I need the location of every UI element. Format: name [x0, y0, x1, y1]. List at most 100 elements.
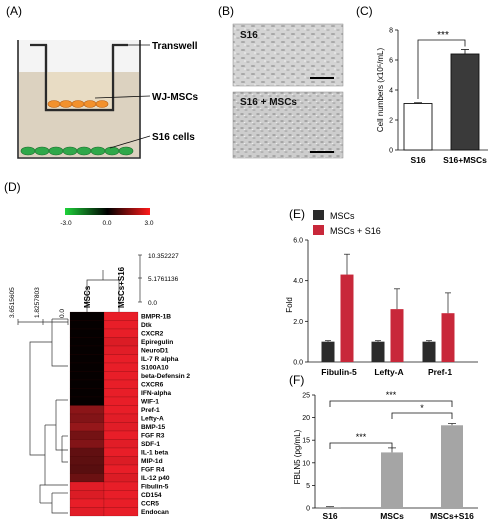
heatmap-cell-pref-1-mscs-s16: [103, 405, 139, 415]
heatmap-row-label-fgf-r4: FGF R4: [141, 467, 165, 474]
heatmap-row-label-ifn-alpha: IFN-alpha: [141, 390, 171, 397]
panel-f-bar-s16: [319, 507, 341, 508]
comparison-s16-vs-mscs-s16: ***: [386, 390, 397, 400]
panel-e-label: (E): [289, 207, 305, 221]
heatmap-cell-neurod1-mscs-s16: [103, 345, 139, 355]
heatmap-cell-il-1-beta-mscs: [69, 447, 105, 457]
panel-c: (C) Cell numbers (x10⁵/mL) *** 0 2 4 6 8 S16 S…: [356, 4, 488, 165]
panel-e-bar-pref-1-mscs-s16: [441, 313, 455, 362]
panel-f-ytick-label-4: 20: [302, 415, 310, 422]
panel-c-significance: ***: [437, 30, 449, 41]
heatmap-row-label-fibulin-5: Fibulin-5: [141, 484, 169, 491]
panel-c-xlabel-s16: S16: [410, 155, 425, 165]
heatmap-cell-dtk-mscs-s16: [103, 320, 139, 330]
heatmap-cell-cd154-mscs: [69, 490, 105, 500]
panel-f-ytick-label-0: 0: [306, 506, 310, 513]
column-tree-scale-min: 0.0: [148, 300, 157, 307]
heatmap-cell-il-7-r-alpha-mscs-s16: [103, 354, 139, 364]
heatmap-row-label-cd154: CD154: [141, 492, 162, 499]
panel-a-label: (A): [6, 4, 22, 18]
heatmap-cell-fgf-r4-mscs: [69, 464, 105, 474]
heatmap-cell-fgf-r3-mscs-s16: [103, 430, 139, 440]
color-scale-mid: 0.0: [102, 220, 111, 227]
heatmap-row-label-cxcr2: CXCR2: [141, 331, 164, 338]
heatmap-cell-endocan-mscs-s16: [103, 507, 139, 517]
heatmap-cell-il-1-beta-mscs-s16: [103, 447, 139, 457]
heatmap-col-label-mscs: MSCs: [83, 285, 92, 308]
legend-swatch-mscs-s16: [313, 225, 324, 235]
panel-e-ylabel: Fold: [285, 297, 294, 313]
heatmap-row-label-s100a10: S100A10: [141, 365, 169, 372]
column-tree-scale-max: 10.352227: [148, 253, 179, 260]
panel-e: (E) Fold MSCs MSCs + S16 0.0 2.0 4.0 6.0 Fib…: [285, 207, 478, 377]
panel-c-bracket: [417, 39, 466, 99]
panel-e-bar-fibulin-5-mscs: [321, 341, 335, 362]
panel-e-xlabel-pref-1: Pref-1: [428, 367, 452, 377]
callout-transwell: Transwell: [152, 41, 198, 52]
heatmap-cell-pref-1-mscs: [69, 405, 105, 415]
heatmap-row-label-pref-1: Pref-1: [141, 407, 160, 414]
panel-e-ytick-label-0: 0.0: [293, 360, 303, 367]
heatmap-cell-sdf-1-mscs-s16: [103, 439, 139, 449]
heatmap-cell-neurod1-mscs: [69, 345, 105, 355]
callout-line-wjmscs: [94, 95, 151, 99]
heatmap-cell-beta-defensin-2-mscs-s16: [103, 371, 139, 381]
column-tree-scale-mid: 5.1761136: [148, 276, 179, 283]
comparison-brackets: [329, 400, 453, 449]
heatmap-row-label-epiregulin: Epiregulin: [141, 339, 173, 346]
heatmap-row-label-fgf-r3: FGF R3: [141, 433, 165, 440]
heatmap-cell-endocan-mscs: [69, 507, 105, 517]
heatmap-cell-wif-1-mscs-s16: [103, 396, 139, 406]
panel-e-ytick-label-1: 2.0: [293, 319, 303, 326]
wj-mscs-cells: [47, 100, 109, 108]
row-tree-scale-mid: 1.8257803: [34, 287, 41, 318]
heatmap-cell-il-12-p40-mscs-s16: [103, 473, 139, 483]
panel-c-xlabel-s16-mscs: S16+MSCs: [443, 155, 487, 165]
panel-c-ytick-label-3: 6: [389, 58, 393, 65]
legend-label-mscs: MSCs: [330, 211, 355, 221]
heatmap-cell-lefty-a-mscs-s16: [103, 413, 139, 423]
heatmap-cell-cxcr2-mscs-s16: [103, 328, 139, 338]
panel-f-ytick-label-1: 5: [306, 483, 310, 490]
legend-swatch-mscs: [313, 210, 324, 220]
panel-e-bar-fibulin-5-mscs-s16: [340, 274, 354, 362]
panel-f-bar-mscs-s16: [441, 425, 463, 508]
panel-f-bar-mscs: [381, 452, 403, 508]
micrograph-s16-mscs: [232, 91, 344, 159]
heatmap-cell-dtk-mscs: [69, 320, 105, 330]
panel-c-bar-s16-mscs: [450, 53, 480, 151]
heatmap-cell-mip-1d-mscs: [69, 456, 105, 466]
column-dendrogram: [86, 254, 142, 312]
heatmap-row-label-dtk: Dtk: [141, 322, 152, 329]
heatmap-cell-ifn-alpha-mscs: [69, 388, 105, 398]
heatmap-row-label-endocan: Endocan: [141, 509, 169, 516]
heatmap-cell-epiregulin-mscs: [69, 337, 105, 347]
heatmap-cell-il-12-p40-mscs: [69, 473, 105, 483]
panel-c-bar-s16: [403, 103, 433, 151]
panel-f-ylabel: FBLN5 (pg/mL): [293, 429, 302, 484]
heatmap-col-label-mscs-s16: MSCs+S16: [117, 266, 126, 308]
panel-f-label: (F): [289, 373, 304, 387]
panel-e-xlabel-lefty-a: Lefty-A: [374, 367, 403, 377]
heatmap-cell-mip-1d-mscs-s16: [103, 456, 139, 466]
heatmap-row-label-bmp-15: BMP-15: [141, 424, 166, 431]
panel-c-label: (C): [356, 4, 373, 18]
heatmap-cell-cd154-mscs-s16: [103, 490, 139, 500]
heatmap-cell-cxcr2-mscs: [69, 328, 105, 338]
panel-e-bar-lefty-a-mscs-s16: [390, 309, 404, 362]
heatmap-cell-wif-1-mscs: [69, 396, 105, 406]
row-dendrogram: [29, 318, 68, 514]
row-tree-scale-min: 0.0: [59, 309, 66, 318]
row-tree-scale-max: 3.6515605: [9, 287, 16, 318]
heatmap-row-label-il-12-p40: IL-12 p40: [141, 475, 170, 482]
heatmap-cell-fibulin-5-mscs-s16: [103, 481, 139, 491]
panel-c-ytick-label-0: 0: [389, 148, 393, 155]
micrograph-s16: [232, 23, 344, 87]
micrograph-s16-mscs-caption: S16 + MSCs: [240, 97, 297, 108]
heatmap-cell-fibulin-5-mscs: [69, 481, 105, 491]
heatmap-cell-s100a10-mscs: [69, 362, 105, 372]
heatmap-row-label-neurod1: NeuroD1: [141, 348, 169, 355]
panel-f-ytick-label-2: 10: [302, 460, 310, 467]
heatmap-row-label-wif-1: WIF-1: [141, 399, 159, 406]
heatmap-cell-sdf-1-mscs: [69, 439, 105, 449]
